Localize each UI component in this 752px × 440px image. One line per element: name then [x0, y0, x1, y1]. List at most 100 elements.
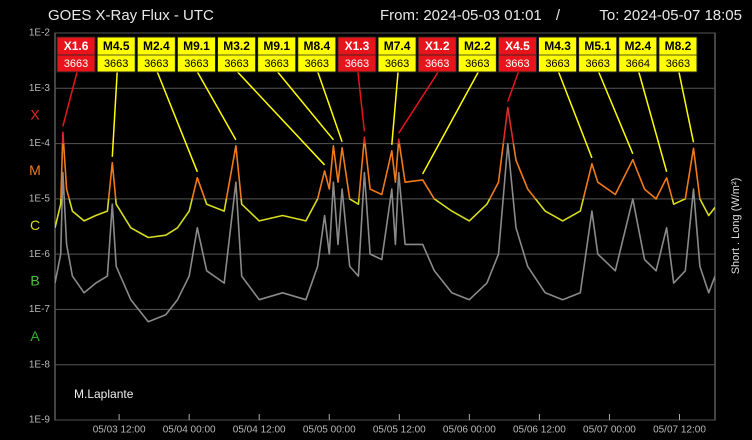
y-tick-label: 1E-8 [29, 359, 51, 370]
flare-leader [597, 71, 634, 155]
flare-leader [507, 71, 520, 102]
class-label: M [29, 162, 41, 178]
flare-region: 3663 [585, 58, 609, 70]
flare-annotation: M9.1 3663 [257, 36, 335, 141]
flare-box [417, 36, 457, 73]
flare-box [377, 36, 417, 73]
flare-box [337, 36, 377, 73]
flare-class: M2.2 [464, 39, 491, 53]
flare-region: 3663 [144, 58, 168, 70]
flare-region: 3663 [385, 58, 409, 70]
flare-class: X1.6 [64, 39, 89, 53]
flare-class: X1.2 [425, 39, 450, 53]
x-tick-label: 05/04 00:00 [163, 425, 216, 436]
flare-region: 3663 [305, 58, 329, 70]
y-tick-label: 1E-5 [29, 193, 51, 204]
flare-leader [357, 71, 366, 132]
flare-region: 3663 [224, 58, 248, 70]
flare-annotation: M7.4 3663 [377, 36, 417, 145]
flare-class: M8.2 [665, 39, 692, 53]
series-line [55, 142, 715, 323]
flare-annotation: X1.3 3663 [337, 36, 377, 132]
plot-area [55, 106, 715, 323]
flare-class: M2.4 [624, 39, 651, 53]
flare-region: 3663 [264, 58, 288, 70]
flare-region: 3663 [666, 58, 690, 70]
flare-box [136, 36, 176, 73]
flare-leader [237, 71, 326, 166]
flare-class: M2.4 [143, 39, 170, 53]
flare-box [176, 36, 216, 73]
chart-title: GOES X-Ray Flux - UTC [48, 7, 214, 24]
flare-annotation: X1.6 3663 [56, 36, 96, 127]
class-label: A [30, 328, 40, 344]
range-separator: / [556, 7, 561, 24]
credit: M.Laplante [74, 387, 134, 401]
flare-region: 3663 [184, 58, 208, 70]
flare-leader [678, 71, 695, 143]
x-tick-label: 05/06 12:00 [513, 425, 566, 436]
flare-annotation: M9.1 3663 [176, 36, 237, 141]
flare-box [257, 36, 297, 73]
flare-class: M4.3 [544, 39, 571, 53]
flare-leader [62, 71, 78, 127]
flare-class: M8.4 [303, 39, 330, 53]
flare-leader [557, 71, 593, 159]
flare-region: 3663 [505, 58, 529, 70]
flare-annotation: M2.4 3664 [618, 36, 668, 173]
flare-annotation: M3.2 3663 [217, 36, 326, 166]
flare-box [497, 36, 537, 73]
x-tick-label: 05/05 12:00 [373, 425, 426, 436]
y-tick-label: 1E-4 [29, 138, 51, 149]
flare-class: M3.2 [223, 39, 250, 53]
flare-leader [196, 71, 237, 141]
flare-region: 3663 [345, 58, 369, 70]
range-to: To: 2024-05-07 18:05 [599, 7, 742, 24]
flare-leader [156, 71, 199, 173]
flare-annotation: M2.4 3663 [136, 36, 199, 173]
flare-region: 3664 [626, 58, 650, 70]
flare-annotation: M4.3 3663 [538, 36, 593, 159]
flare-box [217, 36, 257, 73]
range-from: From: 2024-05-03 01:01 [380, 7, 542, 24]
flare-leader [111, 71, 118, 157]
flare-box [56, 36, 96, 73]
flare-annotation: X1.2 3663 [398, 36, 457, 134]
x-tick-label: 05/03 12:00 [93, 425, 146, 436]
y-axis-label: Short . Long (W/m²) [730, 178, 742, 275]
flare-annotation: M2.2 3663 [421, 36, 497, 175]
x-tick-label: 05/04 12:00 [233, 425, 286, 436]
flare-class: M7.4 [384, 39, 411, 53]
flare-annotation: M5.1 3663 [578, 36, 634, 155]
flare-annotation: M4.5 3663 [96, 36, 136, 157]
flare-box [618, 36, 658, 73]
y-tick-label: 1E-7 [29, 304, 51, 315]
y-tick-label: 1E-9 [29, 415, 51, 426]
class-label: X [30, 107, 40, 123]
flare-region: 3663 [104, 58, 128, 70]
flare-box [457, 36, 497, 73]
x-tick-label: 05/07 00:00 [583, 425, 636, 436]
flare-box [658, 36, 698, 73]
class-label: C [30, 217, 40, 233]
series-line [55, 106, 715, 239]
flare-region: 3663 [64, 58, 88, 70]
flare-leader [398, 71, 439, 134]
flare-box [96, 36, 136, 73]
flare-leader [638, 71, 668, 173]
x-tick-label: 05/05 00:00 [303, 425, 356, 436]
flare-class: M4.5 [103, 39, 130, 53]
flare-region: 3663 [465, 58, 489, 70]
x-tick-label: 05/07 12:00 [653, 425, 706, 436]
flare-class: X1.3 [345, 39, 370, 53]
y-tick-label: 1E-2 [29, 28, 51, 39]
y-tick-label: 1E-6 [29, 249, 51, 260]
class-label: B [30, 272, 39, 288]
flare-leader [277, 71, 335, 141]
flare-region: 3663 [425, 58, 449, 70]
flare-annotation: X4.5 3663 [497, 36, 537, 102]
flare-class: M5.1 [584, 39, 611, 53]
flare-leader [391, 71, 399, 145]
